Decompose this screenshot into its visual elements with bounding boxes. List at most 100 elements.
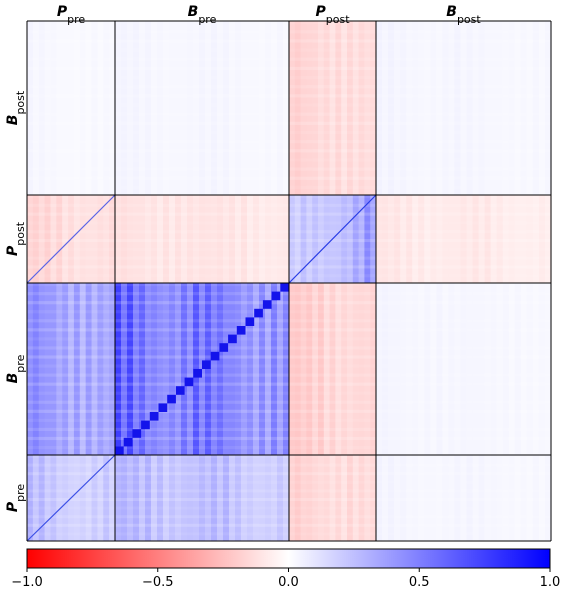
cell-band — [289, 48, 376, 52]
cell-stripe — [151, 283, 158, 455]
cell-stripe — [157, 283, 164, 455]
cell-stripe — [538, 283, 546, 455]
cell-stripe — [514, 283, 522, 455]
cell-band — [289, 455, 376, 459]
cell-stripe — [347, 21, 354, 195]
cell-stripe — [181, 21, 188, 195]
cell-stripe — [454, 283, 462, 455]
cell-stripe — [544, 455, 552, 541]
diagonal-step — [210, 351, 220, 361]
cell-stripe — [370, 455, 377, 541]
cell-stripe — [91, 21, 98, 195]
cell-stripe — [376, 21, 383, 195]
diagonal-line — [26, 454, 116, 542]
cell-stripe — [157, 455, 164, 541]
cell-band — [289, 498, 376, 502]
cell-stripe — [103, 455, 110, 541]
cell-band — [376, 66, 551, 70]
cell-stripe — [44, 21, 52, 195]
cell-stripe — [163, 195, 170, 283]
cell-band — [27, 480, 115, 484]
cell-stripe — [490, 455, 498, 541]
cell-stripe — [85, 283, 93, 455]
cell-stripe — [412, 455, 419, 541]
cell-band — [376, 319, 551, 323]
cell-stripe — [259, 455, 266, 541]
cell-stripe — [253, 455, 260, 541]
cell-band — [115, 48, 289, 52]
cell-stripe — [538, 455, 546, 541]
cell-band — [376, 48, 551, 52]
diagonal-step — [254, 308, 263, 318]
cell-band — [289, 203, 376, 207]
cell-stripe — [121, 195, 128, 283]
cell-stripe — [496, 21, 504, 195]
label-subscript: pre — [67, 13, 85, 26]
cell-band — [27, 523, 115, 527]
cell-stripe — [496, 283, 504, 455]
cell-stripe — [442, 455, 450, 541]
cell-stripe — [44, 283, 52, 455]
block-r0-c0 — [27, 21, 116, 195]
cell-band — [289, 185, 376, 190]
cell-band — [115, 455, 289, 459]
row-label-0: Bpost — [5, 90, 27, 125]
cell-band — [376, 337, 551, 341]
column-label-0: Ppre — [57, 4, 86, 26]
cell-stripe — [329, 455, 336, 541]
cell-stripe — [73, 283, 81, 455]
cell-stripe — [187, 455, 194, 541]
cell-band — [289, 346, 376, 350]
cell-band — [27, 94, 115, 98]
cell-stripe — [109, 455, 116, 541]
cell-stripe — [484, 195, 492, 283]
cell-stripe — [460, 195, 468, 283]
cell-stripe — [502, 195, 510, 283]
cell-band — [376, 283, 551, 287]
cell-stripe — [394, 283, 401, 455]
cell-stripe — [103, 195, 110, 283]
cell-band — [289, 480, 376, 484]
cell-stripe — [454, 21, 462, 195]
cell-band — [376, 364, 551, 368]
cell-stripe — [466, 21, 474, 195]
cell-band — [115, 130, 289, 135]
cell-stripe — [490, 283, 498, 455]
cell-stripe — [335, 455, 342, 541]
cell-stripe — [502, 21, 510, 195]
cell-band — [289, 158, 376, 162]
cell-stripe — [205, 455, 212, 541]
cell-stripe — [335, 283, 342, 455]
cell-stripe — [211, 21, 218, 195]
cell-stripe — [544, 195, 552, 283]
cell-stripe — [283, 455, 290, 541]
cell-stripe — [56, 21, 63, 195]
cell-stripe — [394, 455, 401, 541]
column-labels: Ppre Bpre Ppost Bpost — [57, 4, 482, 26]
cell-band — [27, 489, 115, 493]
colorbar-tick-label: 1.0 — [540, 575, 561, 590]
cell-band — [376, 256, 551, 260]
cell-band — [115, 472, 289, 476]
cell-stripe — [341, 283, 348, 455]
cell-stripe — [277, 21, 284, 195]
cell-stripe — [145, 455, 152, 541]
cell-band — [376, 472, 551, 476]
cell-band — [27, 463, 115, 467]
cell-band — [289, 130, 376, 135]
cell-band — [376, 57, 551, 61]
cell-stripe — [376, 455, 383, 541]
cell-stripe — [312, 21, 319, 195]
diagonal-step — [219, 343, 229, 352]
cell-band — [27, 140, 115, 144]
cell-stripe — [370, 195, 377, 283]
cell-band — [376, 346, 551, 350]
cell-band — [376, 409, 551, 413]
block-r2-c3 — [376, 283, 552, 455]
cell-band — [376, 418, 551, 422]
cell-band — [376, 239, 551, 243]
cell-stripe — [169, 21, 176, 195]
cell-band — [115, 498, 289, 502]
cell-stripe — [247, 455, 254, 541]
cell-stripe — [289, 283, 296, 455]
